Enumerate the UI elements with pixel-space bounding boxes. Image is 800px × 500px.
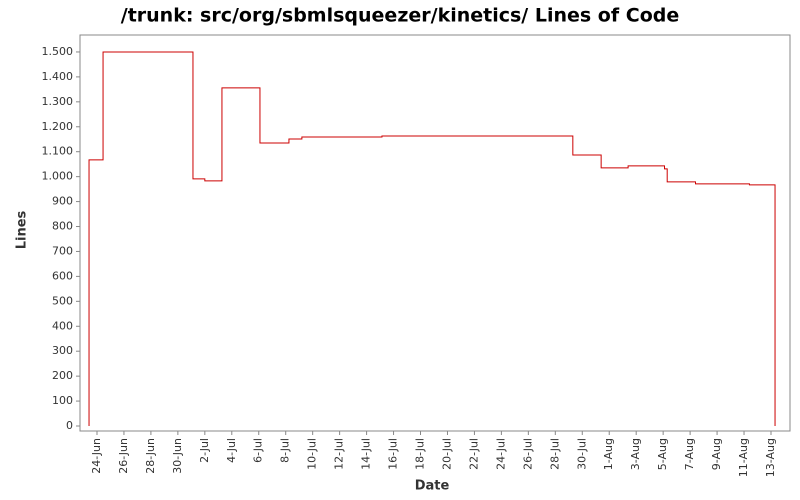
x-tick-label: 1-Aug [602,438,615,470]
y-tick-label: 1.000 [42,170,74,183]
y-tick-label: 400 [52,319,73,332]
x-tick-label: 26-Jun [117,438,130,474]
y-tick-label: 1.300 [42,95,74,108]
y-tick-label: 600 [52,269,73,282]
x-tick-label: 28-Jun [144,438,157,474]
x-tick-label: 28-Jul [548,438,561,470]
x-tick-label: 4-Jul [225,438,238,463]
y-tick-label: 500 [52,294,73,307]
y-tick-label: 700 [52,244,73,257]
x-tick-label: 11-Aug [737,438,750,477]
y-tick-label: 1.400 [42,70,74,83]
x-tick-label: 30-Jul [575,438,588,470]
x-tick-label: 12-Jul [333,438,346,470]
x-tick-label: 24-Jun [90,438,103,474]
x-tick-label: 24-Jul [494,438,507,470]
y-tick-label: 300 [52,344,73,357]
x-tick-label: 3-Aug [629,438,642,470]
x-tick-label: 20-Jul [440,438,453,470]
x-tick-label: 6-Jul [252,438,265,463]
x-tick-label: 18-Jul [414,438,427,470]
y-axis-label: Lines [15,210,30,249]
y-tick-label: 900 [52,195,73,208]
x-tick-label: 13-Aug [764,438,777,477]
y-tick-label: 1.200 [42,120,74,133]
x-tick-label: 8-Jul [279,438,292,463]
x-tick-label: 16-Jul [387,438,400,470]
x-tick-label: 14-Jul [360,438,373,470]
x-tick-label: 10-Jul [306,438,319,470]
plot-area [79,34,791,432]
y-tick-label: 0 [66,419,73,432]
y-tick-label: 100 [52,394,73,407]
x-tick-label: 5-Aug [656,438,669,470]
x-tick-label: 7-Aug [683,438,696,470]
x-tick-label: 26-Jul [521,438,534,470]
y-tick-label: 1.100 [42,145,74,158]
x-tick-label: 30-Jun [171,438,184,474]
x-tick-label: 2-Jul [198,438,211,463]
y-tick-label: 1.500 [42,45,74,58]
line [88,51,776,427]
x-axis-label: Date [415,479,450,494]
x-tick-label: 22-Jul [467,438,480,470]
chart-title: /trunk: src/org/sbmlsqueezer/kinetics/ L… [121,5,679,27]
y-tick-label: 800 [52,220,73,233]
y-tick-label: 200 [52,369,73,382]
x-tick-label: 9-Aug [710,438,723,470]
